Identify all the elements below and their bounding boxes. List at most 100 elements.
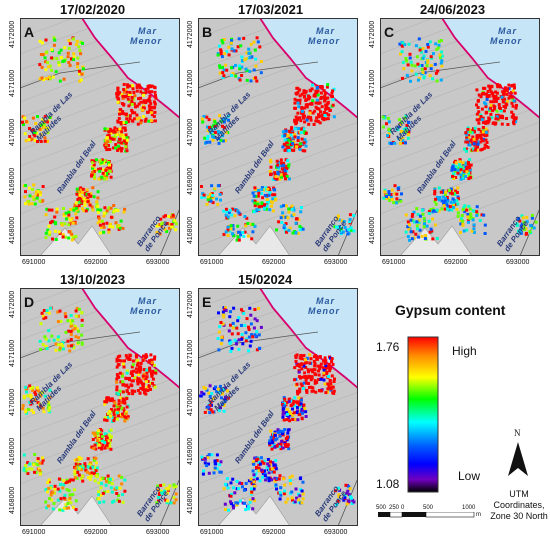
x-tick-label: 691000 xyxy=(22,259,46,266)
utm-line-3: Zone 30 North xyxy=(490,511,548,521)
sea-label-line1: Mar xyxy=(316,26,336,36)
hills xyxy=(217,225,291,256)
panel-date: 24/06/2023 xyxy=(420,2,486,17)
north-label: N xyxy=(514,428,521,438)
x-tick-label: 691000 xyxy=(200,259,224,266)
y-tick-label: 4171000 xyxy=(369,69,376,97)
scale-label-500l: 500 xyxy=(376,505,387,511)
legend-title: Gypsum content xyxy=(395,302,506,318)
sea-label-line2: Menor xyxy=(308,36,340,46)
x-tick-label: 692000 xyxy=(262,529,286,536)
y-tick-label: 4170000 xyxy=(187,118,194,146)
sea-label-line1: Mar xyxy=(316,296,336,306)
utm-line-2: Coordinates, xyxy=(493,500,545,510)
y-tick-label: 4171000 xyxy=(9,69,16,97)
y-tick-label: 4172000 xyxy=(187,20,194,48)
x-tick-label: 692000 xyxy=(84,529,108,536)
panel-letter: A xyxy=(24,24,35,40)
sea-label-line1: Mar xyxy=(498,26,518,36)
y-tick-label: 4172000 xyxy=(369,20,376,48)
map-panel-d: 13/10/2023 D Mar Menor Rambla de Las Matilde… xyxy=(5,270,183,540)
sea-label-line2: Menor xyxy=(130,306,162,316)
shoreline xyxy=(441,18,540,119)
y-tick-label: 4170000 xyxy=(9,118,16,146)
y-tick-label: 4168000 xyxy=(369,216,376,244)
sea-label: Mar Menor xyxy=(490,26,522,46)
x-tick-label: 693000 xyxy=(324,529,348,536)
utm-line-1: UTM xyxy=(509,489,529,499)
map-frame xyxy=(20,288,180,526)
x-tick-label: 693000 xyxy=(506,259,530,266)
panel-letter: D xyxy=(24,294,35,310)
sea-label-line2: Menor xyxy=(130,36,162,46)
map-panel-c: 24/06/2023 C Mar Menor Rambla de Las Matilde… xyxy=(365,0,543,270)
mar-menor-sea xyxy=(260,18,358,118)
legend-min-value: 1.08 xyxy=(376,477,400,491)
map-frame xyxy=(380,18,540,256)
y-tick-label: 4171000 xyxy=(9,339,16,367)
map-frame xyxy=(198,288,358,526)
x-tick-label: 693000 xyxy=(146,259,170,266)
scale-label-500: 500 xyxy=(423,505,434,511)
map-panel-b: 17/03/2021 B Mar Menor Rambla de Las Matilde… xyxy=(183,0,361,270)
y-tick-label: 4168000 xyxy=(9,216,16,244)
legend-low-label: Low xyxy=(458,469,481,483)
map-frame xyxy=(20,18,180,256)
legend-max-value: 1.76 xyxy=(376,340,400,354)
map-frame xyxy=(198,18,358,256)
y-tick-label: 4172000 xyxy=(9,290,16,318)
shoreline xyxy=(259,288,358,389)
map-panel-e: 15/02024 E Mar Menor Rambla de Las Matildes R… xyxy=(183,270,361,540)
panel-letter: E xyxy=(202,294,212,310)
y-tick-label: 4171000 xyxy=(187,69,194,97)
shoreline xyxy=(81,18,180,119)
hills xyxy=(39,495,113,526)
y-tick-label: 4171000 xyxy=(187,339,194,367)
x-tick-label: 691000 xyxy=(382,259,406,266)
y-tick-label: 4172000 xyxy=(9,20,16,48)
sea-label: Mar Menor xyxy=(130,296,162,316)
utm-note: UTM Coordinates, Zone 30 North xyxy=(488,489,550,522)
panel-date: 15/02024 xyxy=(238,272,293,287)
x-tick-label: 692000 xyxy=(84,259,108,266)
north-arrow-icon xyxy=(508,442,528,476)
hills xyxy=(399,225,473,256)
map-panel-a: 17/02/2020 A Mar Menor Rambla de Las Matilde… xyxy=(5,0,183,270)
y-tick-label: 4172000 xyxy=(187,290,194,318)
scale-label-1000: 1000 xyxy=(462,505,476,511)
y-tick-label: 4169000 xyxy=(9,437,16,465)
mar-menor-sea xyxy=(82,288,180,388)
x-tick-label: 692000 xyxy=(444,259,468,266)
y-tick-label: 4169000 xyxy=(9,167,16,195)
panel-letter: C xyxy=(384,24,395,40)
scale-label-250: 250 xyxy=(389,505,400,511)
color-ramp xyxy=(407,336,439,493)
y-tick-label: 4169000 xyxy=(369,167,376,195)
sea-label-line2: Menor xyxy=(490,36,522,46)
x-tick-label: 691000 xyxy=(200,529,224,536)
panel-date: 13/10/2023 xyxy=(60,272,126,287)
x-tick-label: 693000 xyxy=(146,529,170,536)
panel-date: 17/02/2020 xyxy=(60,2,126,17)
panel-date: 17/03/2021 xyxy=(238,2,304,17)
legend-high-label: High xyxy=(452,344,477,358)
sea-label: Mar Menor xyxy=(308,26,340,46)
sea-label-line1: Mar xyxy=(138,26,158,36)
x-tick-label: 691000 xyxy=(22,529,46,536)
y-tick-label: 4170000 xyxy=(9,388,16,416)
x-tick-label: 693000 xyxy=(324,259,348,266)
sea-label: Mar Menor xyxy=(308,296,340,316)
panel-letter: B xyxy=(202,24,213,40)
y-tick-label: 4169000 xyxy=(187,437,194,465)
y-tick-label: 4168000 xyxy=(187,486,194,514)
sea-label-line2: Menor xyxy=(308,306,340,316)
x-tick-label: 692000 xyxy=(262,259,286,266)
y-tick-label: 4170000 xyxy=(187,388,194,416)
shoreline xyxy=(259,18,358,119)
sea-label: Mar Menor xyxy=(130,26,162,46)
scale-label-0: 0 xyxy=(401,505,405,511)
shoreline xyxy=(81,288,180,389)
sea-label-line1: Mar xyxy=(138,296,158,306)
y-tick-label: 4168000 xyxy=(187,216,194,244)
y-tick-label: 4169000 xyxy=(187,167,194,195)
